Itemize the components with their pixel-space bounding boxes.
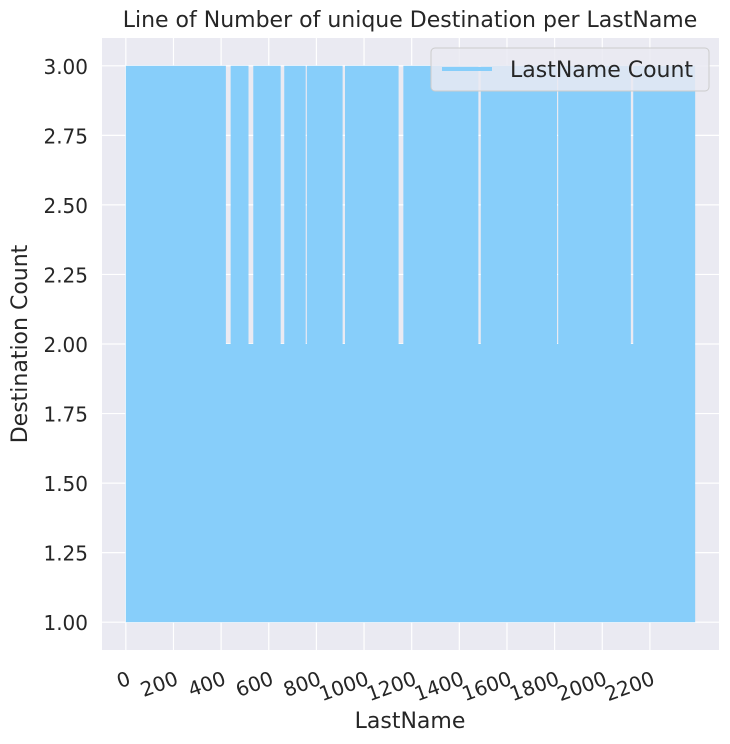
- x-tick-label: 0: [113, 666, 133, 693]
- legend-label: LastName Count: [510, 58, 693, 83]
- x-tick-label: 200: [137, 666, 181, 702]
- x-tick-label: 600: [232, 666, 276, 702]
- y-tick-label: 1.00: [43, 611, 88, 635]
- y-tick-label: 1.50: [43, 472, 88, 496]
- series-band-level-2-3: [403, 65, 479, 345]
- series-band-level-1-2: [125, 344, 696, 623]
- y-tick-label: 3.00: [43, 55, 88, 79]
- y-tick-label: 2.00: [43, 333, 88, 357]
- legend-box: [430, 47, 710, 92]
- series-lastname-count: [125, 65, 696, 623]
- y-axis-ticks: 1.00 1.25 1.50 1.75 2.00 2.25 2.50 2.75 3.00: [43, 55, 88, 635]
- x-axis-ticks: 0 200 400 600 800100012001400160018002000220…: [113, 666, 657, 706]
- series-band-level-2-3: [306, 65, 343, 345]
- series-band-level-2-3: [344, 65, 399, 345]
- series-band-level-2-3: [558, 65, 631, 345]
- y-tick-label: 2.75: [43, 124, 88, 148]
- x-axis-title: LastName: [355, 709, 466, 734]
- series-band-level-2-3: [125, 65, 226, 345]
- series-band-level-2-3: [480, 65, 558, 345]
- x-tick-label: 400: [185, 666, 229, 702]
- series-band-level-2-3: [284, 65, 306, 345]
- chart-title: Line of Number of unique Destination per…: [123, 8, 698, 33]
- series-band-level-2-3: [633, 65, 696, 345]
- series-band-level-2-3: [230, 65, 249, 345]
- y-tick-label: 1.25: [43, 542, 88, 566]
- legend: LastName Count: [430, 47, 710, 92]
- x-tick-label: 2200: [602, 666, 658, 706]
- series-band-level-2-3: [253, 65, 281, 345]
- y-tick-label: 2.50: [43, 194, 88, 218]
- y-axis-title: Destination Count: [8, 244, 33, 443]
- y-tick-label: 1.75: [43, 403, 88, 427]
- y-tick-label: 2.25: [43, 263, 88, 287]
